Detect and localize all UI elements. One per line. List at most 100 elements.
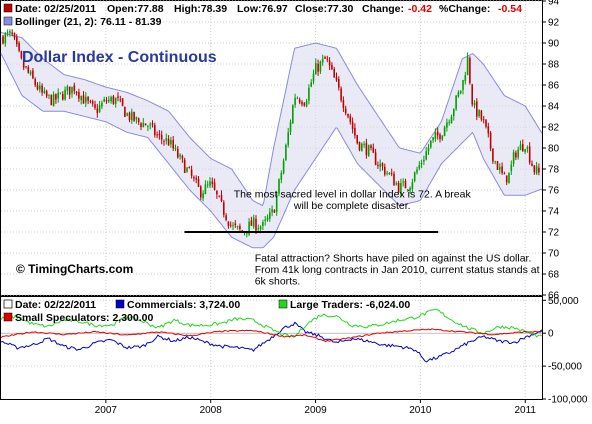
candle-body [482,119,485,120]
candle-body [384,166,386,175]
candle-body [400,183,402,194]
candle-body [287,132,289,145]
candle-body [420,163,423,164]
candle-body [39,85,41,90]
series-small_speculators [0,328,543,343]
candle-body [528,146,531,163]
candle-body [101,102,103,107]
candle-body [303,103,306,106]
candle-body [9,31,11,34]
candle-body [480,110,483,120]
header-change-label: Change: [362,3,404,15]
bollinger-fill [1,32,542,248]
cot-date: Date: 02/22/2011 [15,299,96,311]
candle-body [110,97,112,102]
candle-body [367,145,370,157]
candle-body [105,100,108,102]
candle-body [137,118,140,123]
candle-body [335,77,338,81]
candle-body [131,111,133,121]
header-close: Close:77.30 [295,3,354,15]
candle-body [478,109,480,117]
legend-swatch-bollinger [3,16,13,26]
candle-body [75,91,78,93]
candle-body [216,190,218,195]
price-y-axis: 66 68 70 72 74 76 78 80 82 84 86 88 90 92 94 [542,0,560,302]
candle-body [499,167,501,170]
candle-body [158,134,161,136]
candle-body [108,99,110,102]
candle-body [172,140,174,149]
candle-body [252,217,255,227]
candle-body [149,124,151,126]
candle-body [372,147,375,153]
candle-body [430,140,432,148]
candle-body [517,149,519,158]
candle-body [264,219,266,222]
candle-body [538,167,540,173]
candle-body [165,138,168,141]
candle-body [282,160,285,174]
candle-body [289,122,292,132]
candle-body [223,202,225,215]
candle-body [285,145,287,160]
candle-body [485,119,487,127]
candle-body [183,159,186,173]
candle-body [177,148,179,158]
candle-body [206,184,209,186]
candle-body [68,86,71,95]
candle-body [466,56,469,76]
candle-body [96,108,99,114]
candle-body [448,122,450,123]
candle-body [89,100,92,102]
annotations: The most sacred level in dollar Index is… [234,188,540,287]
y-tick-label: 84 [548,102,560,113]
candle-body [413,172,416,182]
candle-body [27,67,30,73]
candle-body [418,165,421,169]
candle-body [16,37,18,45]
candle-body [347,113,349,117]
candle-body [324,57,326,59]
candle-body [298,99,301,103]
candle-body [524,149,526,152]
header-pct-value: -0.54 [498,3,522,15]
y-tick-label: -50,000 [548,362,582,373]
candle-body [197,178,200,187]
candle-body [503,173,506,175]
candle-body [66,86,69,91]
annotation-line: Fatal attraction? Shorts have piled on a… [255,252,532,264]
candle-body [370,145,372,148]
cot-y-axis: 50,000 0 -50,000 -100,000 [542,296,588,406]
candle-body [6,32,9,34]
candle-body [390,173,393,175]
candle-body [434,132,437,139]
candle-body [457,92,460,97]
candle-body [427,147,430,152]
bollinger-lower [0,53,543,249]
y-tick-label: 92 [548,18,560,29]
y-tick-label: -100,000 [548,395,588,406]
candle-body [11,32,13,35]
candle-body [103,98,105,102]
candle-body [98,105,101,112]
x-tick-label: 2008 [200,405,223,416]
candle-body [395,183,398,185]
candle-body [55,94,57,100]
candle-body [459,90,462,94]
candle-body [404,180,407,189]
candle-body [147,126,149,127]
candle-body [275,194,278,212]
candle-body [269,212,271,219]
candle-body [308,87,310,101]
candle-body [531,163,533,166]
candle-body [18,42,20,51]
y-tick-label: 90 [548,39,560,50]
candle-body [535,166,538,174]
candle-body [140,123,142,128]
candle-body [114,97,117,104]
x-axis: 2007 2008 2009 2010 2011 [95,399,536,416]
legend-swatch-small-speculators [3,312,13,322]
header-date: Date: 02/25/2011 [15,3,96,15]
